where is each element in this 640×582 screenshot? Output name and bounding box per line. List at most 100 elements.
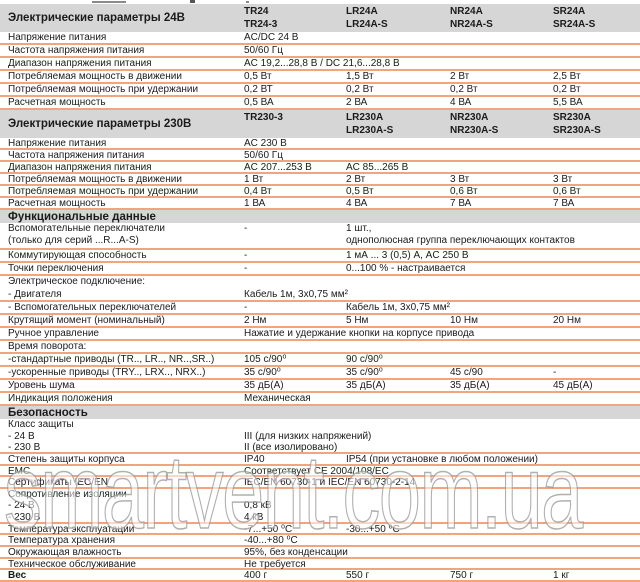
cell-value: 2 ВА (346, 97, 367, 108)
cell-value-line: 2 Вт (450, 71, 470, 82)
cell-value-line: 7 ВА (450, 198, 472, 209)
cell-value: - (244, 302, 247, 313)
cell-value: 750 г (450, 570, 473, 581)
cell-value-line: 1 кг (553, 570, 570, 582)
row-label: - 230 В (8, 512, 40, 523)
cell-value: 0,6 Вт (450, 186, 478, 197)
cell-value-line: 4 ВА (450, 97, 472, 108)
cell-value-line: 3 Вт (450, 174, 470, 185)
column-header: SR230A SR230A-S (553, 111, 601, 137)
row-label-line: -ускоренные приводы (TRY.., LRX.., NRX..… (8, 367, 206, 378)
row-label: Степень защиты корпуса (8, 454, 125, 465)
table-row: Расчетная мощность 1 ВА 4 ВА 7 ВА 7 ВА (0, 198, 640, 210)
table-row: Температура эксплуатации -7...+50 ⁰С -30..… (0, 524, 640, 536)
row-label-line: Окружающая влажность (8, 547, 122, 559)
cell-value: IP40 (244, 454, 265, 465)
table-row: - 24 В III (для низких напряжений) (0, 431, 640, 443)
cell-value-line: 50/60 Гц (244, 150, 283, 161)
cell-value: 35 дБ(А) (244, 380, 284, 391)
cell-value: AC 85...265 В (346, 162, 408, 173)
cell-value-line: IP54 (при установке в любом положении) (346, 453, 538, 465)
table-row: Класс защиты (0, 419, 640, 431)
cell-value: 50/60 Гц (244, 150, 283, 161)
cell-value-line: -40...+80 ⁰С (244, 535, 298, 547)
row-label-line: Напряжение питания (8, 138, 107, 149)
model-name: NR230A (450, 112, 489, 123)
table-row: Диапазон напряжения питания AC 207...253 … (0, 162, 640, 174)
cell-value-line: 7 ВА (553, 198, 575, 209)
row-label: Сопротивление изоляции (8, 489, 127, 500)
row-label-line: Сертификаты IEC/EN (8, 477, 108, 489)
column-header: TR230-3 (244, 111, 283, 124)
cell-value-line: 10 Нм (450, 315, 478, 326)
cell-value-line: 4 кВ (244, 512, 264, 524)
cell-value: 0,5 ВА (244, 97, 274, 108)
cell-value: 3 Вт (553, 174, 572, 185)
cell-value: 90 с/90⁰ (346, 354, 383, 365)
cell-value: 1 ВА (244, 198, 265, 209)
row-label: Напряжение питания (8, 138, 106, 149)
cell-value-line: II (все изолировано) (244, 442, 338, 454)
row-label: Диапазон напряжения питания (8, 58, 152, 69)
cell-value-line: IP40 (244, 453, 265, 465)
cell-value-line: 2,5 Вт (553, 71, 581, 82)
table-row: -стандартные приводы (TR.., LR.., NR..,S… (0, 354, 640, 367)
cell-value: 1 кг (553, 570, 569, 581)
row-label: EMC (8, 466, 30, 477)
cell-value-line: Механическая (244, 393, 311, 404)
row-label: Потребляемая мощность при удержании (8, 186, 198, 197)
cell-value-line: -7...+50 ⁰С (244, 523, 293, 535)
row-label: Сертификаты IEC/EN (8, 477, 108, 488)
cell-value: 4 кВ (244, 512, 263, 523)
row-label-line: Крутящий момент (номинальный) (8, 315, 165, 326)
cell-value-line: 0,2 Вт (346, 84, 374, 95)
cell-value-line: 35 дБ(А) (244, 380, 284, 391)
cell-value: - (553, 367, 556, 378)
cell-value-line: 0,6 Вт (450, 186, 478, 197)
cell-value-line: 4 ВА (346, 198, 368, 209)
cell-value: 0,5 Вт (346, 186, 374, 197)
cell-value-line: 0,5 Вт (244, 71, 272, 82)
table-row: Частота напряжения питания 50/60 Гц (0, 150, 640, 162)
cell-value-line: AC 85...265 В (346, 162, 409, 173)
row-label: Техническое обслуживание (8, 559, 136, 570)
cell-value-line: 35 с/90⁰ (346, 367, 383, 378)
table-row: Потребляемая мощность при удержании 0,4 В… (0, 186, 640, 198)
cell-value-line: 0,8 кВ (244, 500, 272, 512)
table-row: Температура хранения -40...+80 ⁰С (0, 535, 640, 548)
column-header: TR24 TR24-3 (244, 5, 277, 31)
cell-value-line: AC 207...253 В (244, 162, 312, 173)
row-label: - Двигателя (8, 289, 62, 300)
cell-value-line: 3 Вт (553, 174, 573, 185)
table-row: Индикация положения Механическая (0, 393, 640, 406)
cell-value: 0,2 Вт (346, 84, 374, 95)
cell-value: 550 г (346, 570, 369, 581)
cell-value-line: 550 г (346, 570, 370, 582)
cell-value: 7 ВА (553, 198, 574, 209)
table-row: Коммутирующая способность - 1 мА ... 3 (0,… (0, 250, 640, 263)
model-name: NR24A-S (450, 19, 493, 30)
row-label-line: Частота напряжения питания (8, 150, 145, 161)
cropped-text-fragment (0, 0, 640, 4)
cell-value: 0,4 Вт (244, 186, 272, 197)
table-row: Крутящий момент (номинальный) 2 Нм 5 Нм 10 … (0, 315, 640, 328)
row-label-line: Степень защиты корпуса (8, 453, 125, 465)
row-label-line: Температура хранения (8, 535, 116, 547)
cell-value-line: AC 19,2...28,8 В / DC 21,6...28,8 В (244, 58, 400, 69)
row-label: Частота напряжения питания (8, 150, 144, 161)
row-label-line: Вспомогательные переключатели (8, 223, 166, 234)
row-label-line: Уровень шума (8, 380, 75, 391)
table-row: Техническое обслуживание Не требуется (0, 559, 640, 571)
table-row: Ручное управление Нажатие и удержание кно… (0, 328, 640, 341)
table-row: Степень защиты корпуса IP40 IP54 (при уста… (0, 454, 640, 466)
cell-value: 1,5 Вт (346, 71, 374, 82)
cell-value: 45 с/90 (450, 367, 483, 378)
row-label: Потребляемая мощность при удержании (8, 84, 198, 95)
cell-value-line: 45 дБ(А) (553, 380, 593, 391)
column-header: LR24A LR24A-S (346, 5, 388, 31)
model-name: TR24 (244, 6, 269, 17)
cell-value-line: 1 мА ... 3 (0,5) А, AC 250 В (346, 250, 469, 261)
cell-value: 0,5 Вт (244, 71, 272, 82)
cell-value-line: 0,6 Вт (553, 186, 581, 197)
